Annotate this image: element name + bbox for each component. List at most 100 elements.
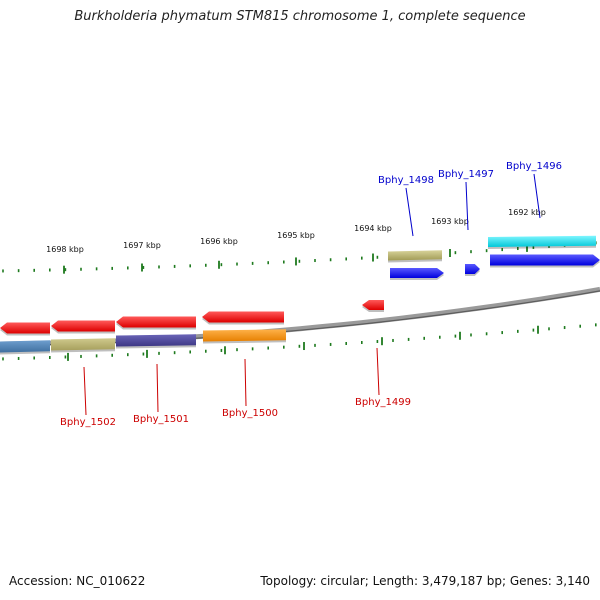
reverse-track-minor-tick <box>517 329 519 333</box>
forward-track-minor-tick <box>298 259 301 263</box>
gene-bphy-1496-label: Bphy_1496 <box>506 161 562 172</box>
gene-bphy-1502b-arrow <box>51 320 115 332</box>
gene-bphy-1500-arrow <box>202 311 284 323</box>
forward-track-minor-tick <box>220 263 223 267</box>
gene-bphy-1499-leader <box>376 347 380 396</box>
reverse-track-minor-tick <box>251 347 254 351</box>
kbp-tick-label: 1695 kbp <box>277 231 315 240</box>
reverse-track-minor-tick <box>548 327 550 331</box>
reverse-track-minor-tick <box>236 348 238 352</box>
forward-track-major-tick <box>218 260 220 269</box>
reverse-track-minor-tick <box>439 335 441 339</box>
forward-track-major-tick <box>526 243 528 252</box>
reverse-track-major-tick <box>381 337 383 346</box>
reverse-track-minor-tick <box>205 349 207 353</box>
reverse-track-minor-tick <box>470 333 472 337</box>
reverse-track-minor-tick <box>111 353 113 357</box>
forward-track-minor-tick <box>548 244 550 248</box>
reverse-track-minor-tick <box>33 356 35 360</box>
gene-bphy-1500-region-bar <box>203 329 286 342</box>
reverse-track-minor-tick <box>392 338 394 342</box>
gene-bphy-1497-leader <box>465 181 469 231</box>
forward-track-minor-tick <box>173 264 176 268</box>
forward-track-minor-tick <box>532 245 535 249</box>
reverse-track-minor-tick <box>361 341 363 345</box>
gene-bphy-1502-label: Bphy_1502 <box>60 417 116 428</box>
gene-bphy-1498-arrow <box>390 268 444 278</box>
forward-track-minor-tick <box>345 257 347 261</box>
reverse-track-minor-tick <box>64 355 67 359</box>
gene-bphy-1502-arrow <box>0 322 50 334</box>
reverse-track-minor-tick <box>95 354 98 358</box>
reverse-track-minor-tick <box>17 356 20 360</box>
reverse-track-minor-tick <box>298 344 301 348</box>
reverse-track-minor-tick <box>2 357 4 361</box>
kbp-tick-label: 1693 kbp <box>431 217 469 226</box>
gene-bphy-1498-label: Bphy_1498 <box>378 175 434 186</box>
reverse-track-major-tick <box>224 346 226 355</box>
forward-track-minor-tick <box>127 266 129 270</box>
accession-text: Accession: NC_010622 <box>9 574 146 588</box>
reverse-track-minor-tick <box>267 346 269 350</box>
map-title: Burkholderia phymatum STM815 chromosome … <box>74 9 526 24</box>
forward-track-major-tick <box>372 253 374 262</box>
chromosome-backbone-shadow <box>0 290 600 347</box>
forward-track-minor-tick <box>95 267 98 271</box>
gene-bphy-1497-arrow <box>465 264 480 274</box>
reverse-track-minor-tick <box>579 324 581 328</box>
forward-track-minor-tick <box>251 261 254 265</box>
reverse-track-minor-tick <box>220 348 223 352</box>
forward-track-minor-tick <box>205 263 207 267</box>
reverse-track-major-tick <box>146 349 148 358</box>
reverse-track-minor-tick <box>485 332 488 336</box>
forward-track-major-tick <box>295 257 297 266</box>
kbp-tick-label: 1698 kbp <box>46 245 84 254</box>
forward-track-minor-tick <box>267 261 269 265</box>
reverse-track-minor-tick <box>423 336 425 340</box>
gene-bphy-1498-leader <box>405 187 414 237</box>
genome-summary-text: Topology: circular; Length: 3,479,187 bp… <box>260 574 590 588</box>
forward-track-major-tick <box>449 249 451 257</box>
reverse-track-minor-tick <box>345 341 347 345</box>
reverse-track-major-tick <box>537 325 539 334</box>
forward-track-minor-tick <box>517 247 519 251</box>
reverse-track-major-tick <box>303 342 305 351</box>
forward-track-minor-tick <box>189 264 191 268</box>
gene-bphy-1498-region-bar <box>388 250 442 261</box>
gene-bphy-1497-label: Bphy_1497 <box>438 169 494 180</box>
reverse-track-minor-tick <box>595 323 597 327</box>
forward-track-minor-tick <box>80 267 82 271</box>
forward-track-minor-tick <box>485 249 488 253</box>
reverse-track-minor-tick <box>80 354 82 358</box>
reverse-track-major-tick <box>67 352 69 361</box>
gene-bphy-1502-leader <box>83 366 87 416</box>
forward-track-minor-tick <box>236 262 238 266</box>
reverse-track-minor-tick <box>532 328 535 332</box>
reverse-track-minor-tick <box>314 343 316 347</box>
forward-track-minor-tick <box>376 255 379 259</box>
forward-track-minor-tick <box>33 268 35 272</box>
forward-track-major-tick <box>141 263 143 272</box>
reverse-track-minor-tick <box>283 345 285 349</box>
kbp-tick-label: 1697 kbp <box>123 241 161 250</box>
kbp-tick-label: 1696 kbp <box>200 237 238 246</box>
reverse-track-minor-tick <box>454 334 457 338</box>
forward-track-minor-tick <box>49 268 51 272</box>
gene-bphy-1502b-region-bar <box>51 338 115 351</box>
forward-track-major-tick <box>63 265 65 274</box>
reverse-track-minor-tick <box>173 351 176 355</box>
reverse-track-minor-tick <box>376 339 379 343</box>
reverse-track-minor-tick <box>329 342 332 346</box>
reverse-track-minor-tick <box>142 352 145 356</box>
gene-bphy-1500-leader <box>244 358 247 407</box>
forward-track-minor-tick <box>111 266 113 270</box>
gene-bphy-1496-region-bar <box>488 235 596 247</box>
forward-track-minor-tick <box>283 260 285 264</box>
forward-track-minor-tick <box>158 265 160 269</box>
gene-bphy-1499-arrow <box>362 300 384 310</box>
reverse-track-major-tick <box>459 331 461 340</box>
gene-bphy-1500-label: Bphy_1500 <box>222 408 278 419</box>
gene-bphy-1501-label: Bphy_1501 <box>133 414 189 425</box>
gene-bphy-1496-leader <box>533 173 541 219</box>
